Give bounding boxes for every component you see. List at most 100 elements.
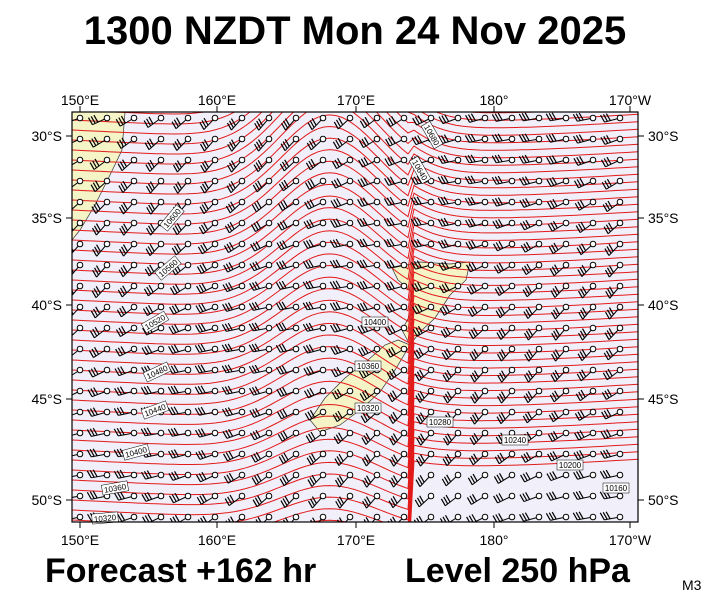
barb-flag: [173, 245, 180, 254]
barb-flag: [276, 389, 282, 397]
barb-flag: [605, 350, 611, 359]
barb-flag: [364, 137, 370, 145]
barb-station: [454, 324, 462, 332]
barb-station: [265, 135, 273, 143]
barb-flag: [419, 474, 425, 483]
barb-flag: [117, 289, 123, 298]
barb-flag: [305, 162, 311, 171]
barb-flag: [92, 427, 98, 436]
barb-flag: [119, 386, 125, 395]
barb-flag: [335, 412, 341, 421]
barb-flag: [278, 302, 284, 310]
barb-flag: [473, 370, 479, 378]
barb-flag: [608, 222, 614, 231]
barb-flag: [578, 112, 584, 121]
barb-flag: [333, 436, 339, 445]
barb-flag: [526, 431, 532, 440]
barb-flag: [414, 136, 420, 144]
barb-flag: [547, 434, 553, 442]
contour-line: [72, 137, 638, 215]
barb-flag: [470, 395, 476, 404]
barb-station: [373, 492, 381, 500]
barb-flag: [416, 349, 422, 358]
barb-station: [454, 513, 462, 521]
contour-label-box: [354, 360, 382, 372]
barb-flag: [383, 239, 389, 248]
barb-flag: [573, 180, 580, 189]
barb-station: [130, 324, 138, 332]
barb-flag: [440, 240, 446, 248]
barb-flag: [416, 175, 422, 184]
barb-station: [427, 366, 435, 374]
contour-label: 10360: [101, 480, 129, 496]
barb-station: [535, 324, 543, 332]
barb-flag: [388, 117, 394, 126]
barb-flag: [466, 516, 471, 522]
barb-flag: [278, 261, 285, 269]
barb-station: [616, 156, 624, 164]
barb-flag: [66, 470, 70, 477]
barb-station: [238, 492, 246, 500]
barb-flag: [600, 431, 606, 439]
contour-line: [72, 420, 638, 522]
contour-label-text: 10240: [504, 436, 527, 445]
barb-flag: [498, 472, 505, 481]
barb-flag: [546, 492, 552, 501]
barb-flag: [311, 496, 317, 504]
barb-flag: [548, 414, 554, 423]
barb-flag: [440, 498, 446, 507]
barb-flag: [574, 413, 580, 421]
barb-flag: [336, 198, 342, 206]
barb-flag: [174, 304, 180, 312]
barb-station: [292, 177, 300, 185]
barb-flag: [437, 176, 443, 185]
barb-flag: [304, 182, 310, 190]
barb-flag: [441, 284, 447, 292]
barb-flag: [392, 390, 398, 399]
barb-flag: [113, 428, 119, 437]
barb-flag: [226, 243, 232, 252]
barb-flag: [254, 143, 260, 152]
barb-flag: [119, 307, 125, 316]
barb-station: [76, 114, 84, 122]
contour-line: [309, 436, 638, 522]
barb-station: [616, 345, 624, 353]
contour-label-box: [121, 443, 151, 461]
barb-flag: [283, 200, 289, 208]
x-label-top: 160°E: [198, 92, 236, 108]
barb-flag: [362, 413, 368, 422]
barb-station: [211, 261, 219, 269]
barb-flag: [227, 223, 233, 232]
barb-station: [481, 387, 489, 395]
barb-flag: [441, 262, 447, 270]
barb-station: [238, 387, 246, 395]
barb-flag: [146, 470, 152, 478]
barb-flag: [339, 496, 345, 504]
barb-flag: [576, 179, 582, 187]
barb-flag: [387, 137, 393, 146]
barb-flag: [148, 284, 154, 293]
barb-flag: [281, 161, 288, 170]
barb-flag: [551, 155, 557, 163]
barb-flag: [95, 180, 101, 188]
barb-station: [535, 219, 543, 227]
barb-flag: [392, 433, 398, 441]
barb-flag: [412, 117, 418, 126]
barb-flag: [303, 390, 310, 399]
barb-flag: [254, 475, 260, 484]
barb-station: [535, 429, 543, 437]
barb-flag: [357, 199, 363, 207]
barb-station: [616, 366, 624, 374]
barb-flag: [390, 156, 396, 164]
barb-station: [535, 135, 543, 143]
barb-flag: [578, 490, 584, 499]
barb-flag: [329, 281, 335, 290]
barb-flag: [392, 475, 398, 483]
barb-flag: [497, 197, 503, 205]
barb-flag: [144, 346, 150, 354]
barb-flag: [416, 217, 422, 226]
barb-flag: [416, 238, 422, 247]
barb-flag: [334, 458, 340, 466]
contour-line: [72, 397, 638, 496]
barb-flag: [307, 180, 313, 189]
